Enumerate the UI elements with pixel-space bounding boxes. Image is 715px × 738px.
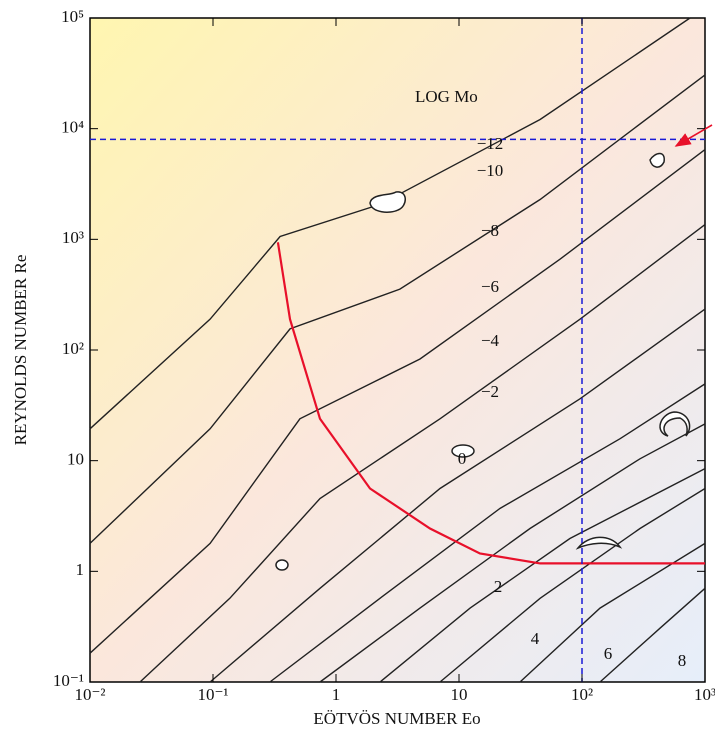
curve-label: 4 xyxy=(531,629,540,648)
mo-curve xyxy=(209,308,706,683)
x-tick-label: 10⁻² xyxy=(74,685,105,704)
y-axis-label: REYNOLDS NUMBER Re xyxy=(11,255,30,446)
curve-label: −8 xyxy=(481,221,499,240)
plot-layer xyxy=(89,17,706,683)
curve-label: −4 xyxy=(481,331,500,350)
y-tick-label: 10² xyxy=(62,339,84,358)
mo-curve xyxy=(599,587,706,683)
y-tick-label: 10 xyxy=(67,450,84,469)
curve-label: −2 xyxy=(481,382,499,401)
curve-label: −10 xyxy=(477,161,504,180)
x-tick-label: 10⁻¹ xyxy=(197,685,228,704)
pointer-arrow xyxy=(674,124,713,147)
x-tick-label: 10 xyxy=(451,685,468,704)
y-tick-label: 10⁴ xyxy=(61,118,84,137)
mo-curve xyxy=(89,149,706,654)
mo-curve xyxy=(319,423,706,683)
y-tick-label: 10⁵ xyxy=(61,7,84,26)
curve-label: −12 xyxy=(477,134,504,153)
mo-curve xyxy=(89,17,691,430)
y-tick-label: 1 xyxy=(76,560,85,579)
y-tick-label: 10⁻¹ xyxy=(53,671,84,690)
curve-label: 8 xyxy=(678,651,687,670)
mo-curve xyxy=(519,542,706,683)
x-tick-label: 10³ xyxy=(694,685,715,704)
curve-label: −6 xyxy=(481,277,499,296)
bubble-shapes xyxy=(275,152,691,571)
curve-label: 0 xyxy=(458,449,467,468)
mo-curve xyxy=(89,74,706,544)
mo-curve xyxy=(269,383,706,683)
boundary-curve xyxy=(276,242,705,565)
curve-label: 6 xyxy=(604,644,613,663)
y-tick-label: 10³ xyxy=(62,228,84,247)
x-axis-label: EÖTVÖS NUMBER Eo xyxy=(313,709,480,728)
mo-curve xyxy=(379,467,706,683)
plot-area xyxy=(89,17,706,683)
mo-curve xyxy=(139,224,706,683)
x-tick-label: 1 xyxy=(332,685,341,704)
mo-annotation: LOG Mo xyxy=(415,87,478,106)
x-tick-label: 10² xyxy=(571,685,593,704)
curve-label: 2 xyxy=(494,577,503,596)
